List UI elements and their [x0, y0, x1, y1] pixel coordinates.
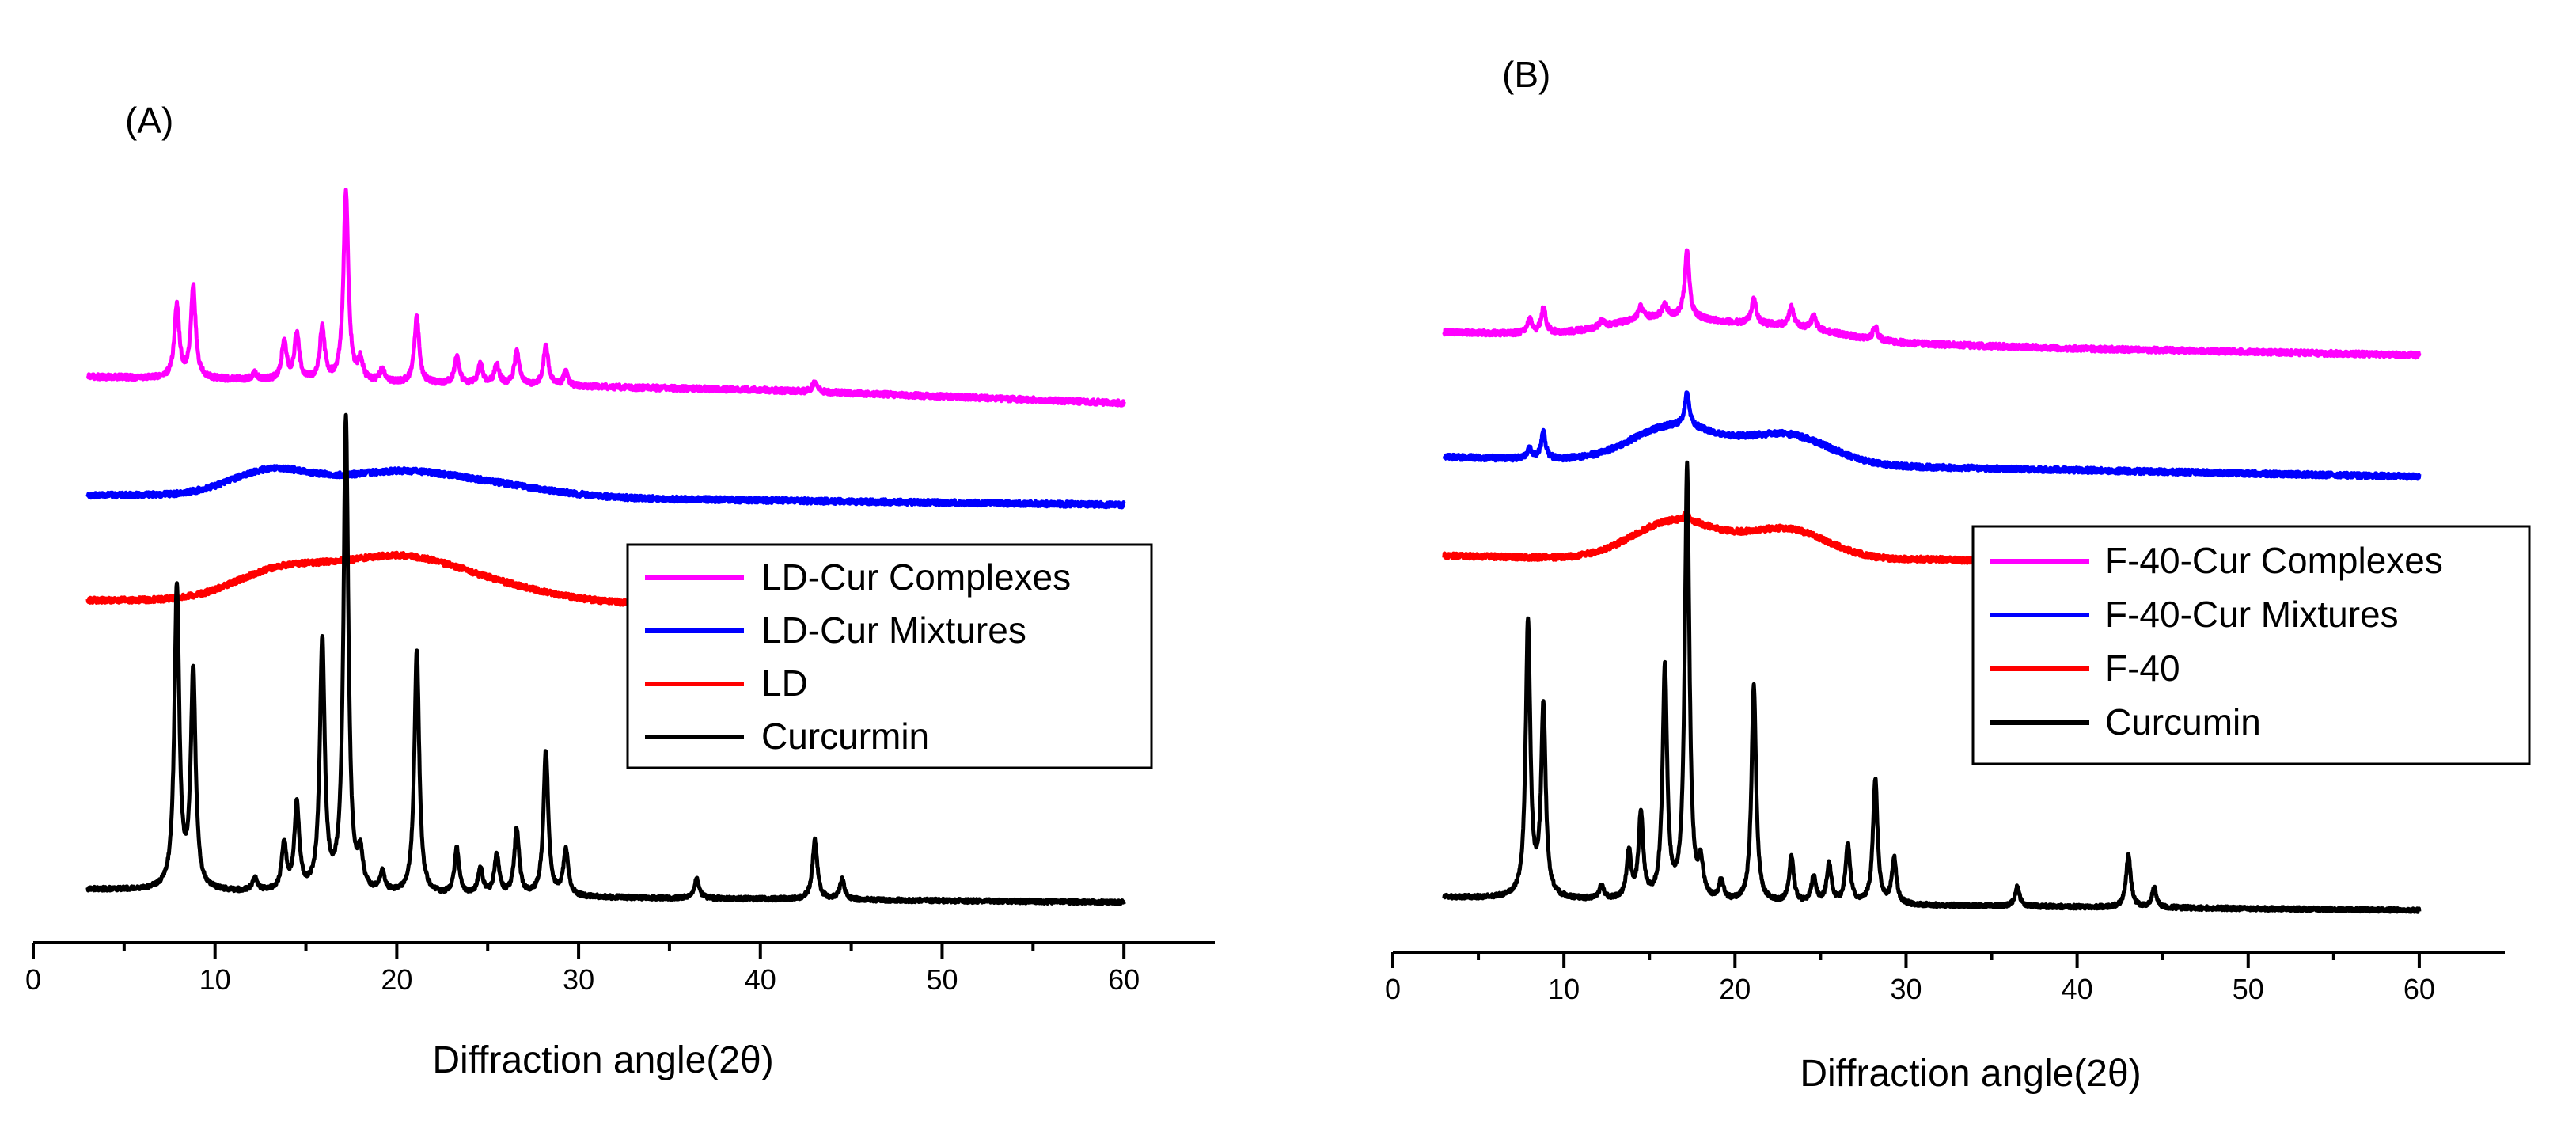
legend-label-ld: LD [761, 663, 808, 704]
x-tick-label: 40 [745, 963, 776, 996]
x-tick-label: 40 [2062, 973, 2093, 1005]
panel-a-traces [85, 188, 1126, 906]
x-tick-label: 10 [199, 963, 231, 996]
x-tick-label: 50 [926, 963, 958, 996]
panel-b-x-axis-label: Diffraction angle(2θ) [1800, 1053, 2141, 1095]
x-tick-label: 20 [381, 963, 412, 996]
panel-a-label: (A) [125, 100, 173, 141]
trace-curcurmin [85, 412, 1126, 906]
legend-label-f40-cur-complexes: F-40-Cur Complexes [2105, 540, 2443, 581]
x-tick-label: 50 [2233, 973, 2264, 1005]
panel-a-x-axis-label: Diffraction angle(2θ) [432, 1039, 773, 1081]
x-tick-label: 30 [563, 963, 594, 996]
panel-b-label: (B) [1502, 54, 1550, 95]
legend-label-ld-cur-complexes: LD-Cur Complexes [761, 556, 1071, 598]
trace-f-40-cur-complexes [1442, 248, 2422, 360]
panel-a: (A) 0 10 20 30 40 50 60 Diffraction angle(2θ) … [25, 100, 1215, 1081]
panel-b-ticks: 0 10 20 30 40 50 60 [1385, 952, 2435, 1005]
x-tick-label: 10 [1548, 973, 1580, 1005]
x-tick-label: 20 [1719, 973, 1751, 1005]
x-tick-label: 60 [2403, 973, 2435, 1005]
x-tick-label: 0 [1385, 973, 1401, 1005]
legend-label-f40-cur-mixtures: F-40-Cur Mixtures [2105, 594, 2399, 635]
trace-ld-cur-complexes [85, 188, 1126, 408]
panel-b-traces [1442, 248, 2422, 914]
panel-b: (B) 0 10 20 30 40 50 60 Diffraction angle(2θ) … [1385, 54, 2531, 1095]
panel-b-legend: F-40-Cur Complexes F-40-Cur Mixtures F-4… [1971, 525, 2531, 765]
legend-label-ld-cur-mixtures: LD-Cur Mixtures [761, 609, 1026, 651]
trace-curcumin [1442, 460, 2422, 914]
panel-a-ticks: 0 10 20 30 40 50 60 [25, 943, 1140, 996]
panel-a-legend: LD-Cur Complexes LD-Cur Mixtures LD Curc… [626, 543, 1153, 769]
legend-label-curcurmin: Curcurmin [761, 716, 929, 757]
trace-f-40-cur-mixtures [1442, 390, 2422, 481]
x-tick-label: 60 [1108, 963, 1140, 996]
panel-a-legend-box [626, 543, 1153, 769]
legend-label-f40: F-40 [2105, 647, 2180, 689]
x-tick-label: 0 [25, 963, 41, 996]
legend-label-curcumin: Curcumin [2105, 701, 2261, 742]
x-tick-label: 30 [1890, 973, 1922, 1005]
trace-ld-cur-mixtures [85, 464, 1126, 510]
